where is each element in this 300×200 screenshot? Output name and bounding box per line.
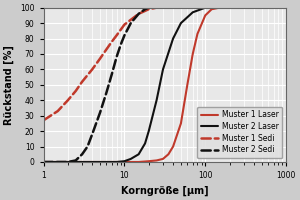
Y-axis label: Rückstand [%]: Rückstand [%] bbox=[4, 45, 14, 125]
Muster 1 Sedi bbox=[137, 13, 140, 15]
Muster 1 Laser bbox=[42, 161, 45, 163]
Line: Muster 2 Sedi: Muster 2 Sedi bbox=[44, 8, 149, 162]
Muster 1 Laser bbox=[185, 84, 189, 86]
Muster 1 Laser bbox=[203, 14, 207, 17]
Muster 1 Laser bbox=[98, 161, 102, 163]
Muster 2 Laser bbox=[42, 161, 45, 163]
Line: Muster 2 Laser: Muster 2 Laser bbox=[44, 8, 220, 162]
Muster 2 Laser bbox=[123, 160, 126, 162]
Muster 1 Laser bbox=[147, 160, 151, 162]
Muster 2 Laser bbox=[218, 6, 221, 9]
Muster 1 Sedi bbox=[110, 40, 114, 43]
Muster 1 Sedi bbox=[147, 8, 151, 10]
Muster 1 Laser bbox=[161, 158, 165, 160]
Muster 1 Laser bbox=[179, 122, 183, 125]
Legend: Muster 1 Laser, Muster 2 Laser, Muster 1 Sedi, Muster 2 Sedi: Muster 1 Laser, Muster 2 Laser, Muster 1… bbox=[197, 107, 282, 158]
Muster 1 Sedi bbox=[74, 90, 77, 92]
Muster 2 Laser bbox=[191, 11, 194, 13]
Muster 2 Sedi bbox=[105, 91, 108, 94]
Muster 1 Laser bbox=[123, 161, 126, 163]
Muster 2 Laser bbox=[171, 37, 175, 40]
Muster 2 Laser bbox=[203, 6, 207, 9]
Muster 2 Sedi bbox=[74, 159, 77, 162]
Muster 1 Sedi bbox=[123, 23, 126, 26]
Muster 1 Sedi bbox=[115, 34, 119, 37]
Muster 2 Laser bbox=[147, 130, 151, 132]
Muster 1 Laser bbox=[155, 159, 158, 162]
Muster 2 Laser bbox=[137, 153, 140, 155]
Muster 2 Laser bbox=[115, 161, 119, 163]
Muster 2 Sedi bbox=[86, 145, 89, 148]
Muster 1 Sedi bbox=[66, 99, 70, 101]
Muster 1 Sedi bbox=[98, 57, 102, 60]
Muster 2 Sedi bbox=[42, 161, 45, 163]
Muster 1 Laser bbox=[137, 161, 140, 163]
Muster 1 Laser bbox=[191, 53, 194, 55]
Muster 1 Sedi bbox=[105, 48, 108, 51]
Muster 2 Sedi bbox=[98, 111, 102, 114]
X-axis label: Korngröße [µm]: Korngröße [µm] bbox=[121, 186, 208, 196]
Muster 2 Sedi bbox=[80, 153, 84, 155]
Muster 2 Sedi bbox=[66, 161, 70, 163]
Muster 1 Sedi bbox=[42, 119, 45, 122]
Muster 2 Sedi bbox=[123, 34, 126, 37]
Muster 2 Laser bbox=[155, 99, 158, 101]
Muster 2 Sedi bbox=[119, 44, 122, 46]
Muster 1 Sedi bbox=[155, 6, 158, 9]
Muster 2 Laser bbox=[129, 158, 133, 160]
Muster 2 Sedi bbox=[90, 133, 94, 135]
Muster 2 Sedi bbox=[143, 8, 147, 10]
Line: Muster 1 Laser: Muster 1 Laser bbox=[44, 8, 230, 162]
Muster 2 Sedi bbox=[115, 56, 119, 58]
Muster 2 Laser bbox=[80, 161, 84, 163]
Muster 2 Laser bbox=[161, 68, 165, 71]
Muster 1 Sedi bbox=[90, 68, 94, 71]
Muster 1 Laser bbox=[218, 6, 221, 9]
Muster 1 Laser bbox=[167, 153, 170, 155]
Muster 2 Sedi bbox=[110, 73, 114, 75]
Muster 2 Sedi bbox=[137, 13, 140, 15]
Muster 2 Sedi bbox=[129, 22, 133, 24]
Muster 1 Laser bbox=[228, 6, 231, 9]
Muster 1 Sedi bbox=[56, 110, 60, 112]
Muster 2 Sedi bbox=[147, 6, 151, 9]
Muster 2 Laser bbox=[98, 161, 102, 163]
Muster 1 Laser bbox=[171, 145, 175, 148]
Muster 1 Sedi bbox=[161, 6, 165, 9]
Line: Muster 1 Sedi: Muster 1 Sedi bbox=[44, 8, 163, 120]
Muster 1 Sedi bbox=[80, 81, 84, 83]
Muster 1 Laser bbox=[210, 8, 214, 10]
Muster 2 Laser bbox=[143, 142, 147, 145]
Muster 2 Laser bbox=[179, 22, 183, 24]
Muster 1 Laser bbox=[196, 33, 199, 35]
